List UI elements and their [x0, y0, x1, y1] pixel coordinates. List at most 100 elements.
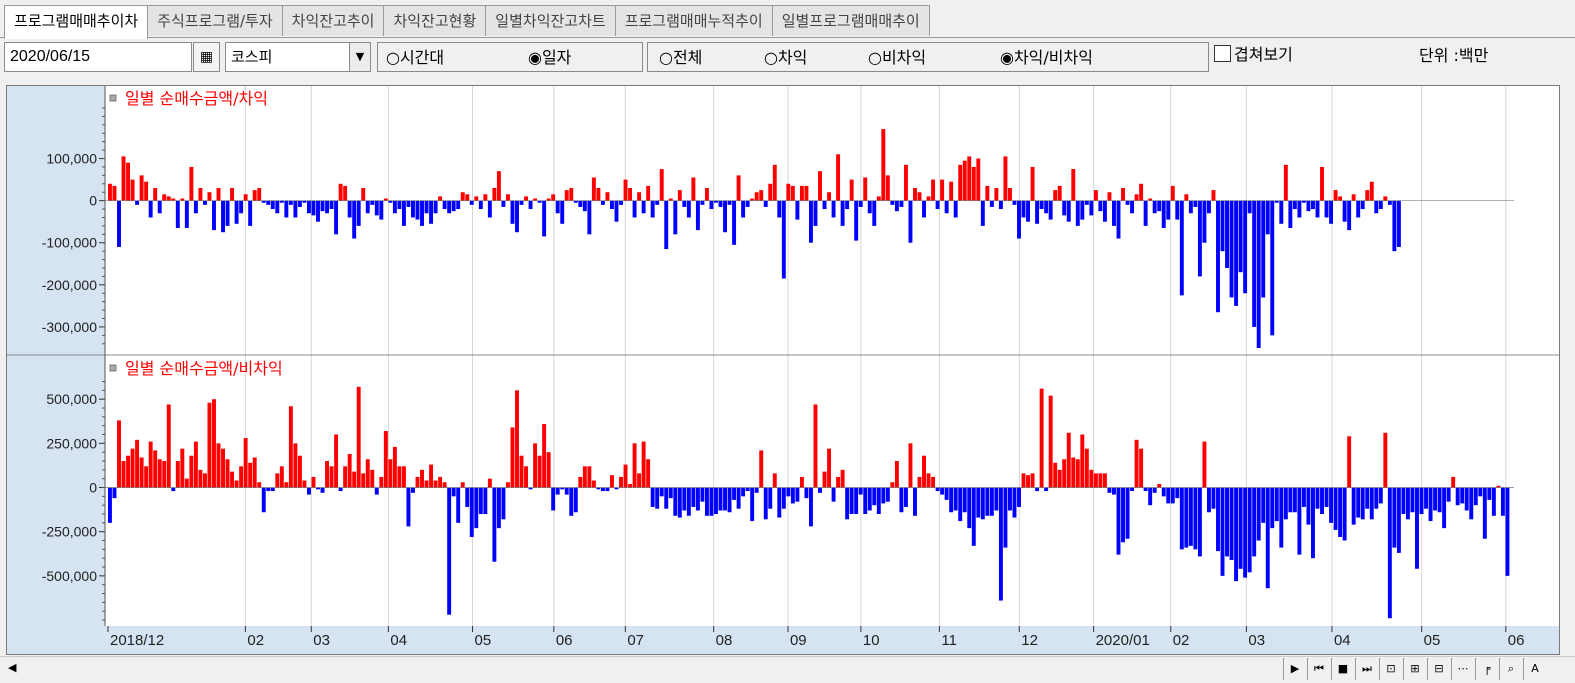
bar-nonarbitrage[interactable] — [1130, 487, 1135, 492]
bar-nonarbitrage[interactable] — [1351, 487, 1356, 525]
bar-nonarbitrage[interactable] — [1193, 487, 1198, 550]
bar-arbitrage[interactable] — [1360, 200, 1365, 210]
bar-nonarbitrage[interactable] — [451, 487, 456, 497]
bar-arbitrage[interactable] — [537, 200, 542, 203]
line-icon[interactable]: ⋯ — [1451, 658, 1474, 680]
bar-arbitrage[interactable] — [578, 200, 583, 207]
bar-arbitrage[interactable] — [515, 200, 519, 233]
bar-arbitrage[interactable] — [994, 188, 999, 201]
bar-nonarbitrage[interactable] — [1184, 487, 1189, 548]
bar-nonarbitrage[interactable] — [741, 487, 746, 497]
bar-arbitrage[interactable] — [162, 194, 167, 201]
bar-nonarbitrage[interactable] — [1487, 487, 1492, 500]
bar-arbitrage[interactable] — [781, 200, 786, 279]
bar-nonarbitrage[interactable] — [827, 448, 832, 488]
bar-arbitrage[interactable] — [958, 164, 963, 201]
bar-nonarbitrage[interactable] — [397, 466, 402, 488]
bar-nonarbitrage[interactable] — [695, 487, 700, 511]
bar-arbitrage[interactable] — [863, 177, 868, 201]
bar-arbitrage[interactable] — [465, 194, 470, 201]
bar-arbitrage[interactable] — [1324, 200, 1329, 218]
bar-arbitrage[interactable] — [343, 185, 348, 201]
bar-arbitrage[interactable] — [655, 200, 660, 205]
bar-nonarbitrage[interactable] — [1324, 487, 1329, 507]
bar-nonarbitrage[interactable] — [1021, 473, 1026, 488]
bar-nonarbitrage[interactable] — [460, 482, 465, 488]
bar-nonarbitrage[interactable] — [587, 466, 592, 488]
bar-nonarbitrage[interactable] — [306, 487, 311, 495]
bar-arbitrage[interactable] — [1062, 200, 1067, 216]
bar-arbitrage[interactable] — [284, 200, 289, 218]
bar-nonarbitrage[interactable] — [637, 473, 642, 488]
bar-nonarbitrage[interactable] — [1188, 487, 1193, 546]
bar-nonarbitrage[interactable] — [1261, 487, 1266, 523]
bar-nonarbitrage[interactable] — [1093, 473, 1098, 488]
bar-arbitrage[interactable] — [799, 185, 804, 201]
bar-nonarbitrage[interactable] — [1134, 439, 1139, 488]
bar-nonarbitrage[interactable] — [1166, 487, 1171, 504]
bar-arbitrage[interactable] — [876, 196, 881, 201]
bar-arbitrage[interactable] — [926, 196, 931, 201]
bar-nonarbitrage[interactable] — [908, 443, 913, 488]
bar-nonarbitrage[interactable] — [144, 466, 149, 488]
bar-nonarbitrage[interactable] — [573, 487, 578, 513]
bar-arbitrage[interactable] — [1202, 200, 1207, 243]
bar-arbitrage[interactable] — [695, 200, 700, 231]
bar-arbitrage[interactable] — [677, 190, 682, 201]
bar-nonarbitrage[interactable] — [175, 461, 180, 488]
bar-arbitrage[interactable] — [953, 200, 958, 218]
bar-nonarbitrage[interactable] — [424, 480, 429, 488]
bar-nonarbitrage[interactable] — [1301, 487, 1306, 507]
bar-nonarbitrage[interactable] — [515, 390, 519, 488]
bar-arbitrage[interactable] — [1012, 200, 1017, 205]
bar-nonarbitrage[interactable] — [1451, 476, 1456, 488]
tab-2[interactable]: 차익잔고추이 — [281, 5, 385, 36]
bar-arbitrage[interactable] — [239, 200, 244, 214]
bar-nonarbitrage[interactable] — [980, 487, 985, 520]
bar-arbitrage[interactable] — [714, 200, 718, 203]
bar-arbitrage[interactable] — [243, 194, 248, 201]
bar-arbitrage[interactable] — [379, 200, 384, 220]
bar-arbitrage[interactable] — [442, 200, 447, 210]
bar-arbitrage[interactable] — [1387, 200, 1392, 205]
bar-nonarbitrage[interactable] — [1039, 388, 1044, 488]
tab-4[interactable]: 일별차익잔고차트 — [485, 5, 616, 36]
bar-arbitrage[interactable] — [555, 200, 560, 214]
bar-arbitrage[interactable] — [1098, 200, 1103, 212]
bar-nonarbitrage[interactable] — [1442, 487, 1447, 529]
bar-arbitrage[interactable] — [261, 200, 266, 203]
bar-nonarbitrage[interactable] — [1017, 487, 1021, 507]
tab-0[interactable]: 프로그램매매추이차 — [4, 5, 149, 39]
bar-arbitrage[interactable] — [641, 200, 646, 214]
bar-nonarbitrage[interactable] — [1243, 487, 1248, 578]
bar-nonarbitrage[interactable] — [619, 476, 623, 488]
bar-arbitrage[interactable] — [867, 200, 872, 214]
bar-arbitrage[interactable] — [546, 198, 551, 201]
bar-arbitrage[interactable] — [184, 200, 189, 228]
bar-nonarbitrage[interactable] — [632, 443, 637, 488]
bar-arbitrage[interactable] — [356, 200, 361, 226]
bar-nonarbitrage[interactable] — [989, 487, 994, 516]
bar-nonarbitrage[interactable] — [533, 443, 538, 488]
text-icon[interactable]: A — [1523, 658, 1546, 680]
bar-arbitrage[interactable] — [1093, 190, 1098, 201]
checkbox-box[interactable] — [1214, 45, 1231, 62]
bar-arbitrage[interactable] — [207, 192, 212, 201]
bar-arbitrage[interactable] — [1075, 200, 1080, 226]
bar-nonarbitrage[interactable] — [1012, 487, 1017, 518]
bar-nonarbitrage[interactable] — [325, 461, 330, 488]
bar-arbitrage[interactable] — [668, 198, 673, 201]
bar-nonarbitrage[interactable] — [288, 406, 293, 488]
bar-nonarbitrage[interactable] — [691, 487, 696, 507]
bar-nonarbitrage[interactable] — [343, 466, 348, 488]
bar-nonarbitrage[interactable] — [1311, 487, 1315, 559]
bar-nonarbitrage[interactable] — [438, 476, 443, 488]
bar-nonarbitrage[interactable] — [1161, 487, 1166, 497]
bar-nonarbitrage[interactable] — [1283, 487, 1288, 520]
bar-nonarbitrage[interactable] — [1225, 487, 1229, 557]
bar-arbitrage[interactable] — [1197, 200, 1202, 277]
bar-nonarbitrage[interactable] — [347, 453, 352, 488]
bar-arbitrage[interactable] — [1311, 200, 1315, 210]
bar-nonarbitrage[interactable] — [139, 457, 144, 488]
bar-arbitrage[interactable] — [234, 200, 239, 224]
